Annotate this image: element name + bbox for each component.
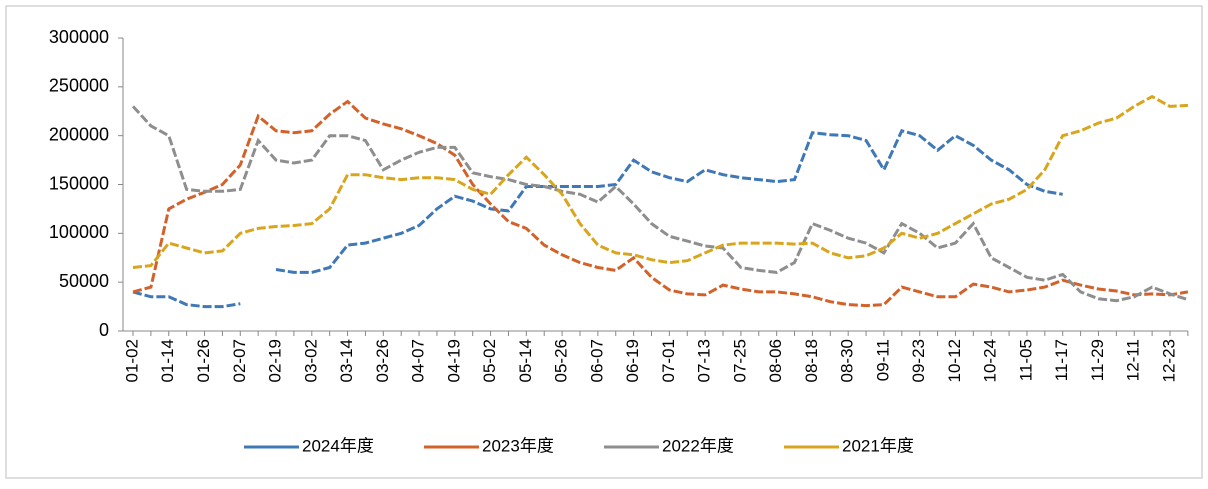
x-tick-label: 05-14	[516, 339, 535, 382]
x-tick-label: 05-26	[552, 339, 571, 382]
x-tick-label: 02-19	[266, 339, 285, 382]
legend-label: 2022年度	[662, 436, 734, 455]
x-tick-label: 02-07	[230, 339, 249, 382]
x-tick-label: 11-17	[1052, 339, 1071, 381]
x-tick-label: 12-11	[1124, 339, 1143, 381]
y-tick-label: 0	[99, 320, 109, 340]
line-series	[132, 94, 1188, 269]
line-series	[131, 105, 1189, 303]
x-tick-label: 11-05	[1016, 339, 1035, 381]
x-tick-label: 01-26	[194, 339, 213, 382]
x-tick-label: 09-23	[909, 339, 928, 382]
x-tick-label: 04-07	[409, 339, 428, 382]
x-tick-label: 06-07	[587, 339, 606, 382]
x-tick-label: 04-19	[444, 339, 463, 382]
legend-label: 2023年度	[482, 436, 554, 455]
chart-frame	[5, 5, 1203, 479]
x-tick-label: 07-01	[659, 339, 678, 382]
x-tick-label: 12-23	[1159, 339, 1178, 382]
y-tick-label: 200000	[49, 124, 109, 144]
y-tick-label: 300000	[49, 27, 109, 47]
x-tick-label: 08-30	[838, 339, 857, 382]
x-tick-label: 03-14	[337, 339, 356, 382]
y-tick-label: 150000	[49, 173, 109, 193]
x-tick-label: 07-13	[695, 339, 714, 382]
y-tick-label: 100000	[49, 222, 109, 242]
x-tick-label: 03-26	[373, 339, 392, 382]
x-tick-label: 07-25	[730, 339, 749, 382]
x-tick-label: 08-18	[802, 339, 821, 382]
x-tick-label: 03-02	[301, 339, 320, 382]
x-tick-label: 10-24	[981, 339, 1000, 382]
x-tick-label: 06-19	[623, 339, 642, 382]
x-tick-label: 09-11	[873, 339, 892, 381]
x-tick-label: 11-29	[1088, 339, 1107, 381]
y-tick-label: 50000	[59, 271, 109, 291]
x-tick-label: 10-12	[945, 339, 964, 382]
legend-label: 2024年度	[302, 436, 374, 455]
x-tick-label: 01-02	[122, 339, 141, 382]
x-tick-label: 08-06	[766, 339, 785, 382]
line-series	[132, 99, 1189, 308]
line-series	[132, 129, 1063, 309]
x-tick-label: 01-14	[158, 339, 177, 382]
legend-label: 2021年度	[842, 436, 914, 455]
y-tick-label: 250000	[49, 76, 109, 96]
x-tick-label: 05-02	[480, 339, 499, 382]
